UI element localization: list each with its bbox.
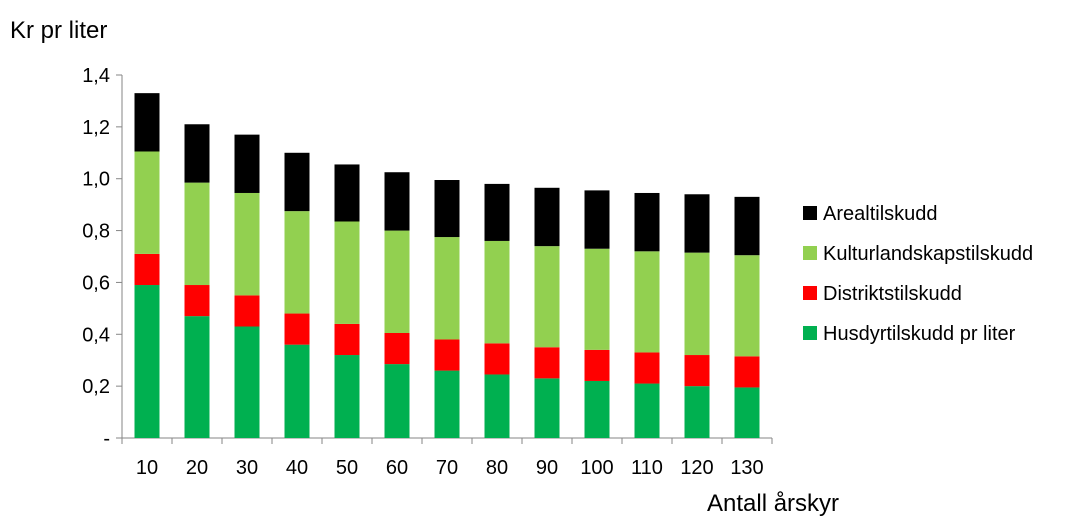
bar-segment <box>134 285 160 438</box>
bar-segment <box>634 192 660 252</box>
y-tick-label: 1,0 <box>82 169 110 191</box>
y-tick-label: 1,4 <box>82 65 110 87</box>
y-tick-label: 0,2 <box>82 376 110 398</box>
bar-segment <box>484 374 510 438</box>
x-tick-label: 100 <box>580 457 613 479</box>
x-tick-label: 110 <box>631 457 663 479</box>
legend: Arealtilskudd Kulturlandskapstilskudd Dist… <box>803 203 1033 345</box>
y-tick-label: 0,4 <box>82 324 110 346</box>
x-tick-label: 120 <box>680 457 713 479</box>
bar-segment <box>534 378 560 438</box>
bar-segment <box>434 237 460 340</box>
bar-segment <box>584 190 610 249</box>
x-tick-label: 50 <box>336 457 358 479</box>
y-tick-label: 0,8 <box>82 221 110 243</box>
bar-segment <box>584 380 610 438</box>
bar-segment <box>734 387 760 438</box>
bar-segment <box>184 285 210 317</box>
y-tick-label: 0,6 <box>82 272 110 294</box>
bar-segment <box>684 252 710 356</box>
bars <box>134 93 760 438</box>
x-tick-label: 10 <box>136 457 158 479</box>
bar-segment <box>184 124 210 183</box>
y-axis-label: Kr pr liter <box>10 17 107 44</box>
legend-label: Arealtilskudd <box>823 203 938 225</box>
bar-segment <box>234 192 260 296</box>
legend-label: Kulturlandskapstilskudd <box>823 243 1033 265</box>
bar-segment <box>284 344 310 438</box>
bar-segment <box>734 196 760 256</box>
bar-segment <box>434 180 460 238</box>
bar-segment <box>584 349 610 381</box>
bar-segment <box>134 253 160 286</box>
bar-segment <box>284 152 310 212</box>
legend-label: Distriktstilskudd <box>823 283 962 305</box>
y-tick-label: 1,2 <box>82 117 110 139</box>
bar-segment <box>434 339 460 371</box>
bar-segment <box>184 316 210 438</box>
bar-segment <box>334 323 360 356</box>
x-tick-label: 30 <box>236 457 258 479</box>
bar-segment <box>684 194 710 253</box>
bar-segment <box>234 295 260 327</box>
bar-segment <box>734 356 760 388</box>
x-axis-label: Antall årskyr <box>707 490 839 517</box>
bar-segment <box>434 370 460 438</box>
y-tick-label: - <box>103 428 110 450</box>
bar-segment <box>734 255 760 357</box>
bar-segment <box>634 383 660 438</box>
bar-segment <box>684 386 710 438</box>
legend-label: Husdyrtilskudd pr liter <box>823 323 1016 345</box>
x-tick-label: 40 <box>286 457 308 479</box>
bar-segment <box>484 343 510 375</box>
bar-segment <box>384 172 410 231</box>
bar-segment <box>334 164 360 222</box>
bar-segment <box>284 313 310 345</box>
bar-segment <box>134 151 160 254</box>
legend-swatch <box>803 246 817 260</box>
bar-segment <box>384 364 410 438</box>
bar-segment <box>684 355 710 387</box>
bar-segment <box>534 246 560 348</box>
x-tick-label: 90 <box>536 457 558 479</box>
bar-segment <box>234 134 260 193</box>
bar-segment <box>334 355 360 438</box>
bar-segment <box>384 230 410 333</box>
bar-segment <box>534 347 560 379</box>
bar-segment <box>634 352 660 384</box>
bar-segment <box>384 332 410 365</box>
bar-segment <box>584 248 610 350</box>
bar-segment <box>284 211 310 314</box>
bar-segment <box>134 93 160 152</box>
bar-segment <box>234 326 260 438</box>
x-tick-label: 20 <box>186 457 208 479</box>
bar-segment <box>484 183 510 241</box>
bar-segment <box>534 187 560 247</box>
bar-segment <box>334 221 360 324</box>
x-tick-label: 70 <box>436 457 458 479</box>
bar-segment <box>634 251 660 353</box>
legend-swatch <box>803 286 817 300</box>
bar-segment <box>484 240 510 344</box>
bar-segment <box>184 182 210 286</box>
x-tick-label: 80 <box>486 457 508 479</box>
x-tick-label: 130 <box>730 457 763 479</box>
legend-swatch <box>803 206 817 220</box>
axes: - 0,2 0,4 0,6 0,8 1,0 1,2 1,4 10 20 30 40 50 60 70 80 90… <box>82 65 773 479</box>
x-tick-label: 60 <box>386 457 408 479</box>
legend-swatch <box>803 326 817 340</box>
